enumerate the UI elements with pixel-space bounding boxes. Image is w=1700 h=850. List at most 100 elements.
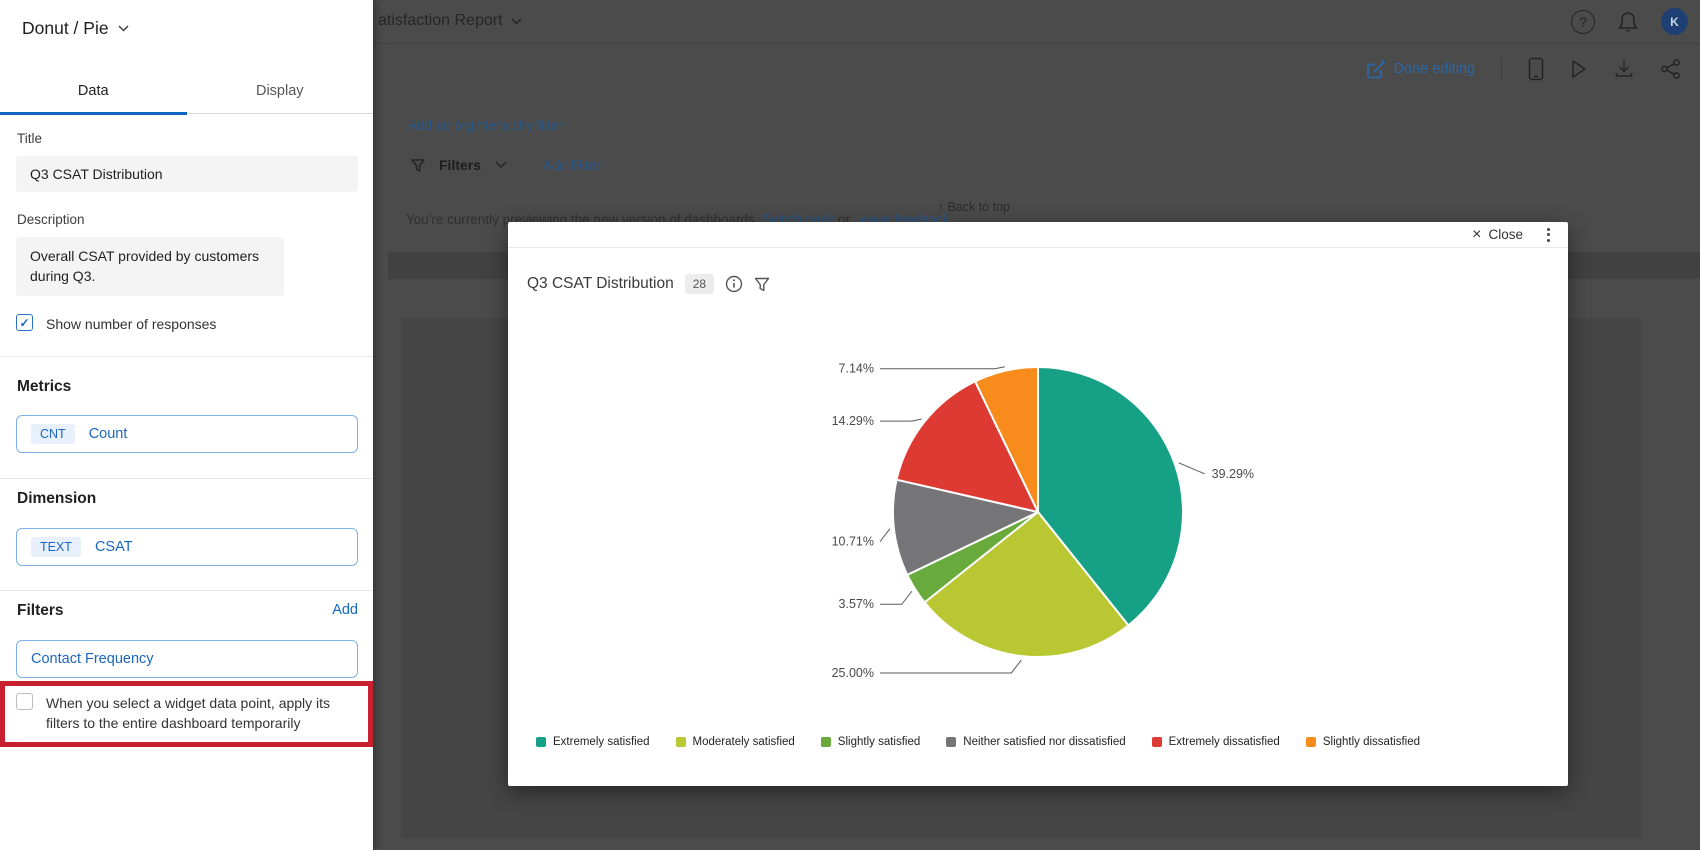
panel-tabs: Data Display xyxy=(0,72,373,115)
legend-label: Extremely dissatisfied xyxy=(1168,736,1280,748)
show-responses-label: Show number of responses xyxy=(46,316,217,332)
share-button[interactable] xyxy=(1660,59,1682,79)
mobile-preview-button[interactable] xyxy=(1528,57,1544,81)
legend-item-moderately-satisfied[interactable]: Moderately satisfied xyxy=(675,736,795,748)
pie-data-label: 7.14% xyxy=(839,362,874,376)
mobile-icon xyxy=(1528,57,1544,81)
dashboard-filter-checkbox-row[interactable]: When you select a widget data point, app… xyxy=(16,693,346,734)
metrics-heading: Metrics xyxy=(17,378,72,395)
legend-item-extremely-dissatisfied[interactable]: Extremely dissatisfied xyxy=(1151,736,1280,748)
pie-data-label: 14.29% xyxy=(832,414,874,428)
org-hierarchy-filter-link[interactable]: Add an org hierarchy filter xyxy=(408,118,563,133)
checkbox-unchecked-icon[interactable] xyxy=(16,693,33,710)
notifications-button[interactable] xyxy=(1617,10,1639,34)
widget-config-panel: Donut / Pie Data Display Title Q3 CSAT D… xyxy=(0,0,373,850)
legend-item-slightly-satisfied[interactable]: Slightly satisfied xyxy=(820,736,921,748)
dimension-chip-label: CSAT xyxy=(94,539,133,555)
close-icon: × xyxy=(1472,225,1482,243)
legend-item-extremely-satisfied[interactable]: Extremely satisfied xyxy=(536,736,650,748)
chevron-down-icon xyxy=(118,25,129,32)
legend-label: Extremely satisfied xyxy=(553,736,650,748)
pie-slice-extremely-satisfied[interactable] xyxy=(1037,366,1185,627)
pie-leader-line xyxy=(880,659,1022,674)
legend-swatch xyxy=(536,737,546,747)
title-input[interactable]: Q3 CSAT Distribution xyxy=(16,156,358,192)
pie-data-label: 10.71% xyxy=(832,535,874,549)
pie-leader-line xyxy=(880,418,922,422)
export-button[interactable] xyxy=(1614,59,1634,79)
metric-chip[interactable]: CNT Count xyxy=(16,415,358,453)
pie-chart[interactable]: 39.29% 25.00% 3.57% 10.71% 14.29% 7.14% xyxy=(508,222,1568,786)
legend-item-slightly-dissatisfied[interactable]: Slightly dissatisfied xyxy=(1305,736,1420,748)
filters-dropdown[interactable]: Filters xyxy=(439,157,482,173)
filters-add-link[interactable]: Add xyxy=(332,602,358,618)
legend-label: Slightly satisfied xyxy=(837,736,921,748)
toolbar-divider xyxy=(1501,57,1502,81)
edit-icon xyxy=(1366,59,1385,79)
legend-swatch xyxy=(1151,737,1162,747)
legend-label: Slightly dissatisfied xyxy=(1322,736,1420,748)
pie-leader-line xyxy=(880,366,1005,370)
checkbox-checked-icon[interactable]: ✓ xyxy=(16,314,33,331)
response-count-badge: 28 xyxy=(684,274,715,294)
back-to-top-link[interactable]: ↑ Back to top xyxy=(937,200,1010,214)
download-icon xyxy=(1615,61,1633,77)
play-icon xyxy=(1572,60,1586,78)
play-button[interactable] xyxy=(1570,59,1588,79)
done-editing-button[interactable]: Done editing xyxy=(1366,59,1475,79)
info-button[interactable] xyxy=(725,275,743,293)
funnel-icon xyxy=(754,277,770,291)
pie-data-label: 39.29% xyxy=(1212,467,1254,481)
metric-chip-label: Count xyxy=(88,426,128,442)
report-title[interactable]: atisfaction Report xyxy=(378,12,522,30)
pie-slice-moderately-satisfied[interactable] xyxy=(923,511,1130,659)
avatar[interactable]: K xyxy=(1661,8,1688,35)
kebab-menu-button[interactable] xyxy=(1541,225,1556,245)
widget-filter-button[interactable] xyxy=(754,277,770,292)
legend-swatch xyxy=(820,737,831,747)
title-field-label: Title xyxy=(17,131,43,146)
divider xyxy=(0,590,373,591)
legend-swatch xyxy=(1305,737,1316,747)
pie-slice-slightly-dissatisfied[interactable] xyxy=(974,365,1039,513)
legend-item-neither-satisfied-nor-dissatisfied[interactable]: Neither satisfied nor dissatisfied xyxy=(946,736,1126,748)
help-button[interactable]: ? xyxy=(1571,9,1595,34)
widget-modal: × Close Q3 CSAT Distribution 28 39.29% 25… xyxy=(508,222,1568,786)
tab-display[interactable]: Display xyxy=(255,83,304,99)
share-icon xyxy=(1661,59,1680,79)
filters-heading: Filters xyxy=(17,602,64,619)
dashboard-filter-checkbox-label: When you select a widget data point, app… xyxy=(46,695,331,732)
chevron-down-icon[interactable] xyxy=(495,161,507,169)
legend-label: Moderately satisfied xyxy=(692,736,795,748)
pie-leader-line xyxy=(1178,462,1205,475)
divider xyxy=(0,356,373,357)
funnel-icon xyxy=(411,158,425,172)
dimension-heading: Dimension xyxy=(17,490,97,507)
widget-type-dropdown[interactable]: Donut / Pie xyxy=(22,18,129,39)
tab-data[interactable]: Data xyxy=(0,72,187,115)
modal-title: Q3 CSAT Distribution xyxy=(527,275,674,292)
chart-legend: Extremely satisfied Moderately satisfied S… xyxy=(536,736,1548,748)
dimension-chip[interactable]: TEXT CSAT xyxy=(16,528,358,566)
chevron-down-icon xyxy=(510,17,522,25)
filter-item-contact-frequency[interactable]: Contact Frequency xyxy=(16,640,358,678)
add-filter-link[interactable]: Add Filter xyxy=(543,157,601,173)
metric-type-badge: CNT xyxy=(31,424,75,444)
filter-item-label: Contact Frequency xyxy=(31,651,154,667)
pie-data-label: 3.57% xyxy=(839,597,874,611)
pie-leader-line xyxy=(880,590,913,605)
help-icon: ? xyxy=(1571,9,1595,34)
modal-topbar: × Close xyxy=(508,222,1568,248)
description-field-label: Description xyxy=(17,212,85,227)
close-button[interactable]: × Close xyxy=(1472,225,1523,243)
legend-label: Neither satisfied nor dissatisfied xyxy=(963,736,1126,748)
pie-slice-neither-satisfied-nor-dissatisfied[interactable] xyxy=(891,478,1039,576)
pie-leader-line xyxy=(879,528,891,542)
legend-swatch xyxy=(675,737,686,747)
show-responses-checkbox-row[interactable]: ✓ Show number of responses xyxy=(16,314,216,334)
pie-slice-extremely-dissatisfied[interactable] xyxy=(895,380,1039,513)
description-input[interactable]: Overall CSAT provided by customers durin… xyxy=(16,237,284,297)
legend-swatch xyxy=(946,737,957,747)
modal-title-row: Q3 CSAT Distribution 28 xyxy=(527,274,770,294)
divider xyxy=(0,478,373,479)
